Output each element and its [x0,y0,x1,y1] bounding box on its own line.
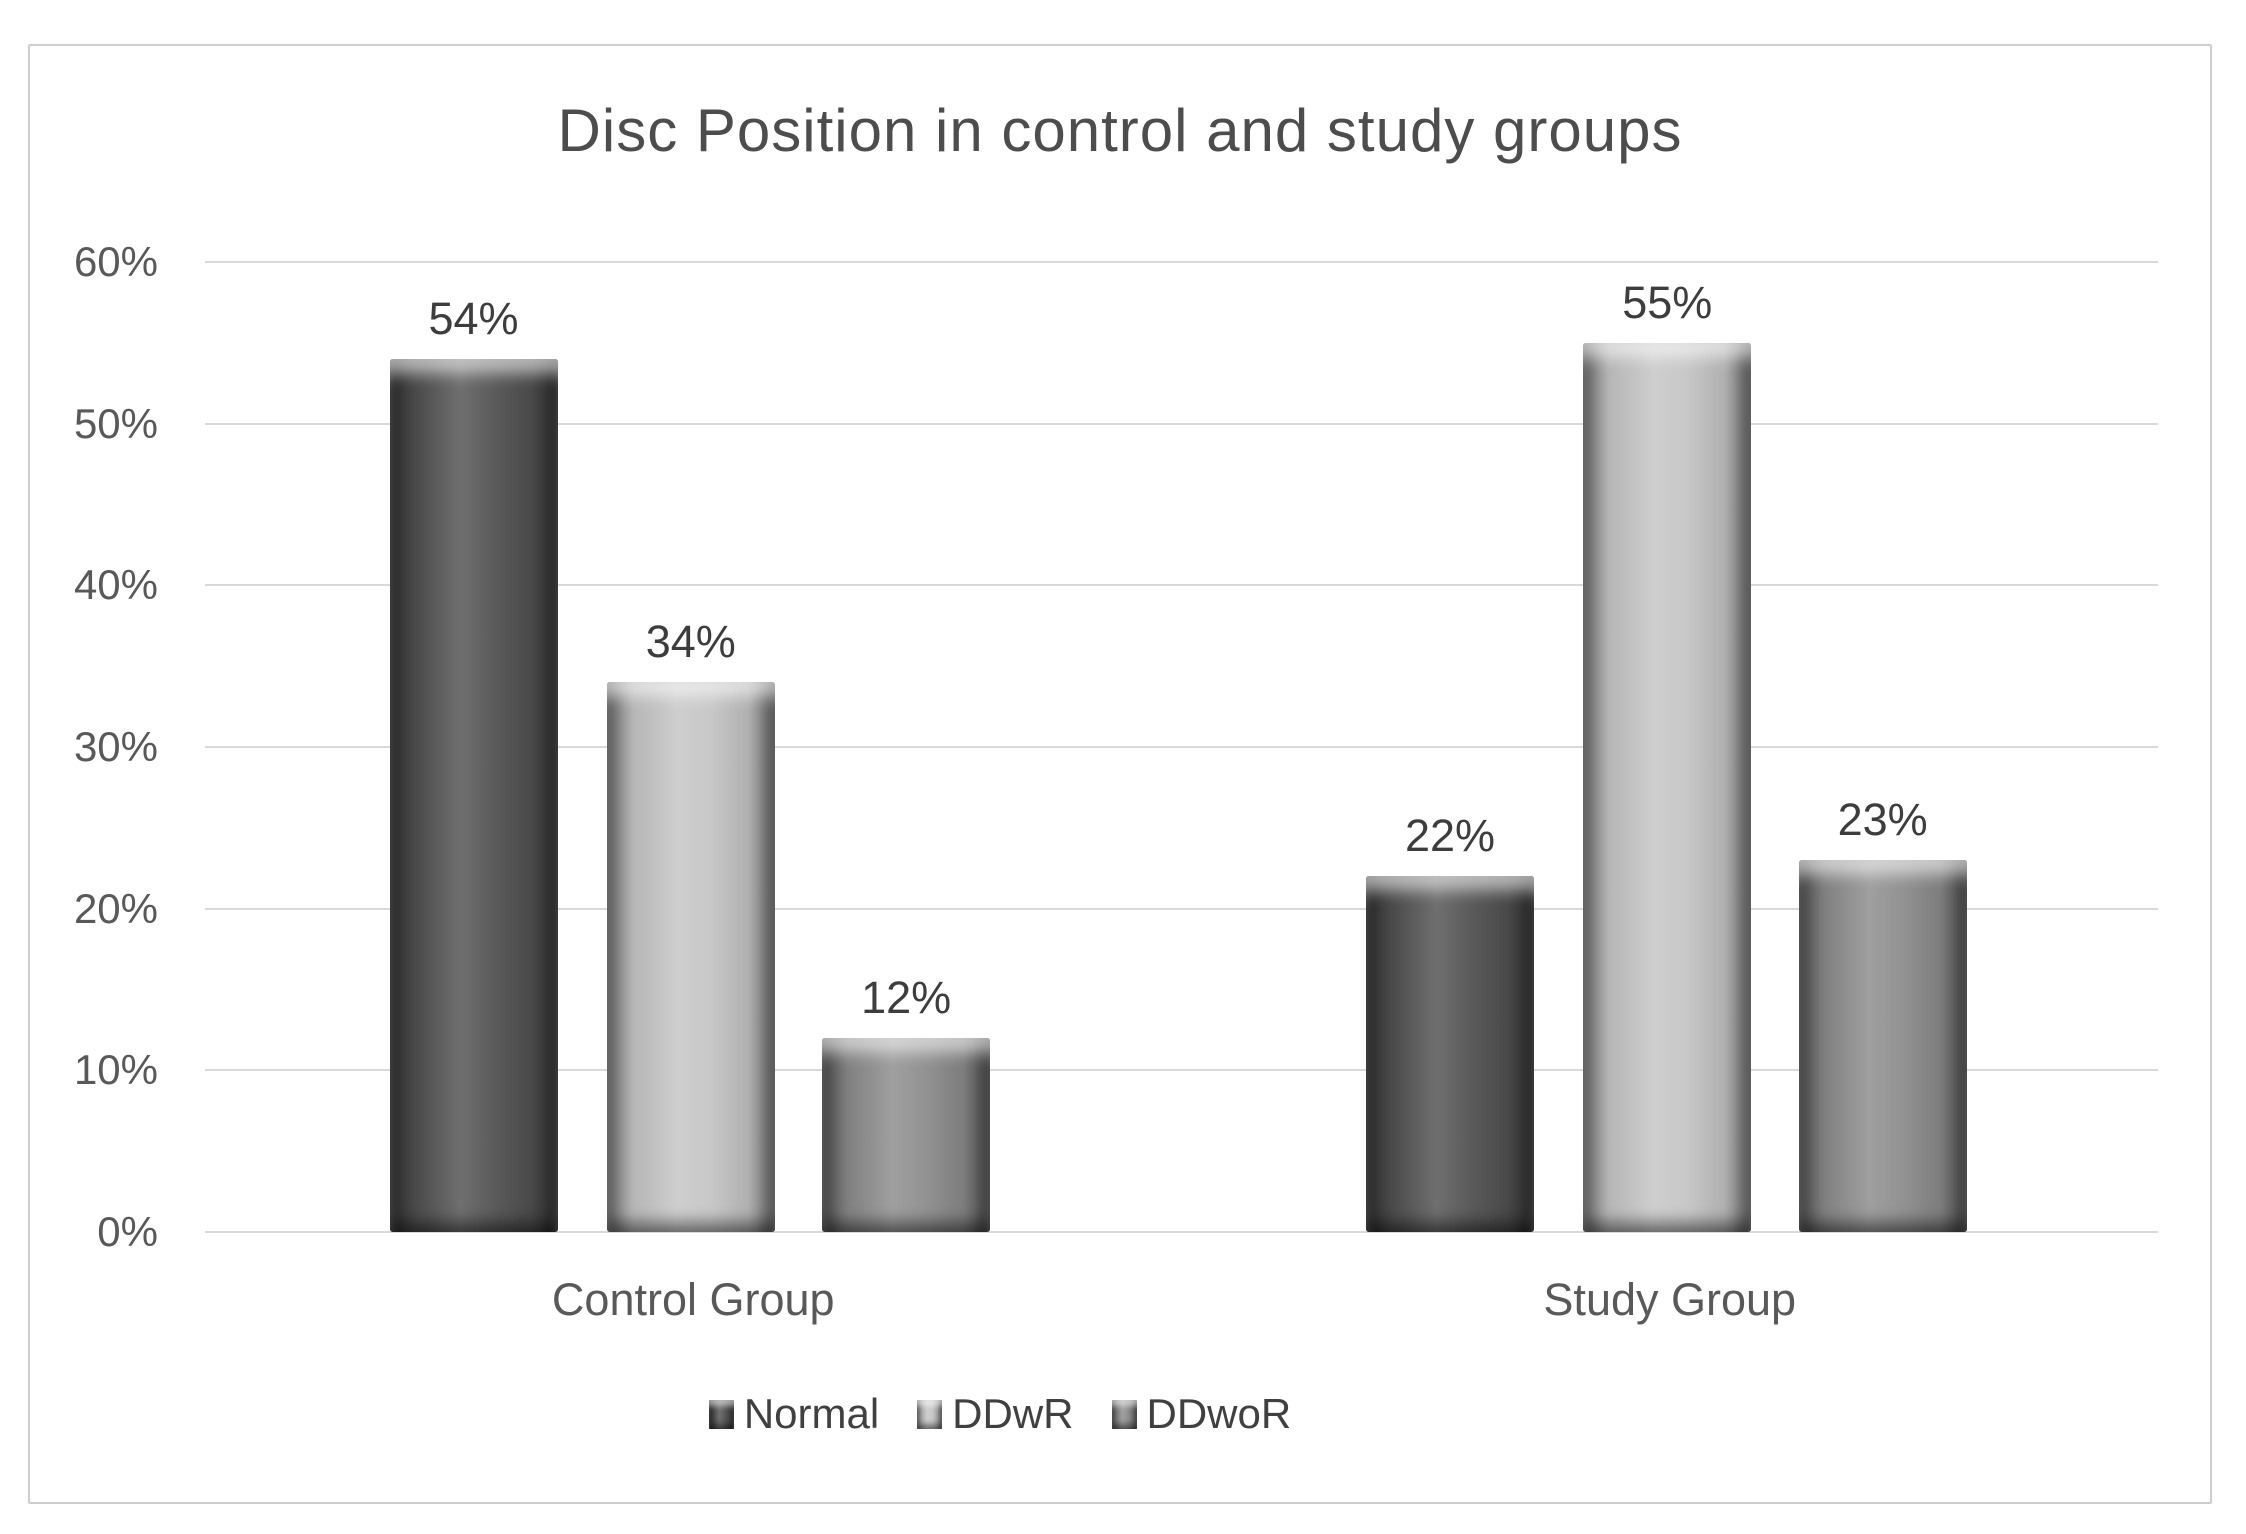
bar-normal-study-group [1366,876,1535,1232]
gridline-10 [205,1069,2158,1072]
y-axis-tick-label: 40% [73,561,158,609]
legend-marker-icon [708,1399,734,1429]
y-axis-tick-label: 20% [73,884,158,932]
y-axis-tick-label: 0% [97,1208,158,1255]
gridline-40 [205,584,2158,587]
bar-ddwr-study-group [1583,342,1752,1232]
legend-label: Normal [743,1390,880,1437]
data-label: 23% [1837,794,1928,846]
data-label: 54% [428,293,519,344]
y-axis-tick-label: 10% [73,1046,158,1094]
legend-item-ddwor: DDwoR [1111,1390,1292,1438]
gridline-60 [205,261,2158,263]
bar-ddwr-control-group [606,682,775,1232]
gridline-30 [205,746,2158,748]
legend-marker-icon [917,1399,943,1429]
data-label: 34% [645,616,736,668]
x-axis-category-label: Control Group [551,1274,835,1325]
legend: Normal DDwR DDwoR [200,1390,1800,1438]
data-label: 22% [1404,810,1496,862]
bar-normal-control-group [389,359,558,1232]
chart-title: Disc Position in control and study group… [557,97,1683,164]
bar-ddwor-study-group [1798,860,1967,1232]
y-axis-tick-label: 30% [73,723,158,770]
y-axis-tick-label: 50% [73,399,158,447]
legend-marker-icon [1111,1399,1137,1429]
x-axis-category-label: Study Group [1543,1274,1797,1325]
legend-item-ddwr: DDwR [917,1390,1074,1438]
gridline-50 [205,422,2158,425]
gridline-20 [205,907,2158,910]
bar-ddwor-control-group [822,1038,991,1232]
legend-label: DDwR [952,1390,1074,1437]
data-label: 55% [1622,276,1713,328]
legend-label: DDwoR [1146,1390,1292,1437]
data-label: 12% [861,972,952,1023]
gridline-0 [205,1231,2158,1233]
y-axis-tick-label: 60% [73,238,158,285]
legend-item-normal: Normal [708,1390,880,1438]
